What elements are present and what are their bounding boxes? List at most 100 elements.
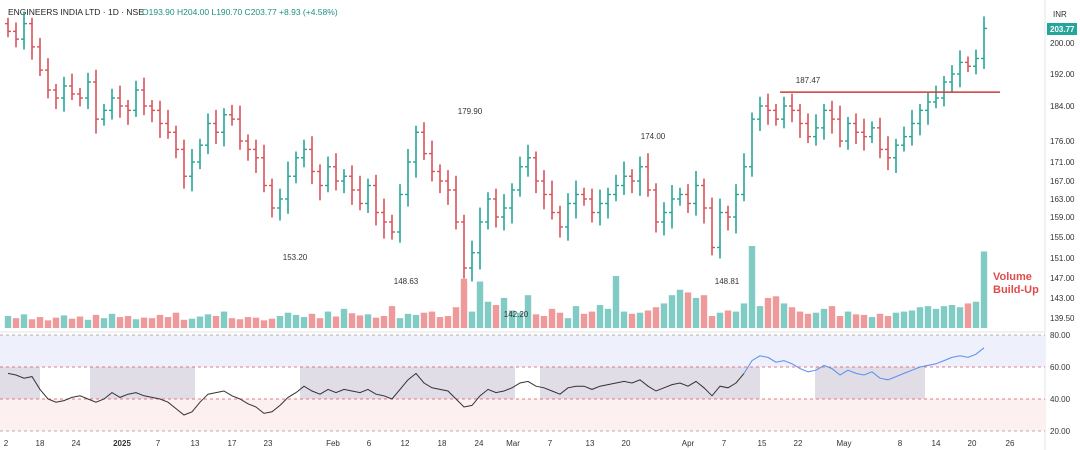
volume-bar xyxy=(508,310,516,328)
ohlc-bar xyxy=(685,184,691,213)
volume-bar xyxy=(844,311,852,328)
ohlc-bar xyxy=(389,214,395,240)
time-tick-label: 24 xyxy=(72,439,81,448)
ohlc-bar xyxy=(117,85,123,118)
volume-bar xyxy=(324,311,332,328)
time-tick-label: 18 xyxy=(438,439,447,448)
time-tick-label: 7 xyxy=(156,439,161,448)
volume-bar xyxy=(412,314,420,328)
price-annotations: 153.20 148.63 179.90 142.20 174.00 148.81 187.… xyxy=(283,76,821,319)
ohlc-bar xyxy=(429,140,435,182)
ohlc-bar xyxy=(733,184,739,234)
volume-bar xyxy=(532,314,540,328)
volume-bar xyxy=(348,313,356,328)
ohlc-bar xyxy=(877,117,883,159)
volume-bar xyxy=(20,314,28,328)
volume-bar xyxy=(748,246,756,328)
ohlc-bar xyxy=(781,96,787,129)
ohlc-bar xyxy=(69,73,75,100)
volume-bar xyxy=(260,320,268,328)
ohlc-bar xyxy=(437,164,443,194)
rsi-tick-label: 40.00 xyxy=(1050,395,1071,404)
volume-bar xyxy=(756,306,764,328)
volume-bar xyxy=(284,312,292,328)
ohlc-bar xyxy=(941,76,947,107)
last-price-text: 203.77 xyxy=(1050,25,1075,34)
ohlc-bar xyxy=(381,198,387,239)
ohlc-bar xyxy=(645,153,651,197)
volume-bar xyxy=(380,315,388,328)
volume-bar xyxy=(788,307,796,328)
volume-bar xyxy=(276,315,284,328)
ohlc-bar xyxy=(485,192,491,230)
ohlc-bar xyxy=(365,178,371,213)
volume-bar xyxy=(60,315,68,328)
time-tick-label: 24 xyxy=(475,439,484,448)
volume-bar xyxy=(804,313,812,328)
volume-bar xyxy=(268,318,276,328)
volume-bar xyxy=(28,319,36,328)
time-tick-label: 13 xyxy=(191,439,200,448)
ohlc-bar xyxy=(29,17,35,60)
time-tick-label: 6 xyxy=(367,439,372,448)
volume-bar xyxy=(868,317,876,328)
volume-bar xyxy=(580,313,588,328)
rsi-levels xyxy=(0,334,1045,432)
time-tick-label: 2 xyxy=(4,439,9,448)
volume-bar xyxy=(860,314,868,328)
volume-bar xyxy=(932,308,940,328)
volume-bar xyxy=(316,318,324,328)
ohlc-bar xyxy=(789,93,795,123)
rsi-zone-shade xyxy=(300,367,515,399)
ohlc-bar xyxy=(189,148,195,192)
ohlc-bar xyxy=(749,112,755,177)
volume-bar xyxy=(604,308,612,328)
ohlc-bar xyxy=(197,138,203,170)
volume-bar xyxy=(124,315,132,328)
volume-bar xyxy=(244,317,252,328)
volume-bar xyxy=(204,314,212,328)
volume-bar xyxy=(692,297,700,328)
volume-bar xyxy=(556,312,564,328)
ohlc-bar xyxy=(477,207,483,270)
price-annotation: 179.90 xyxy=(458,107,483,116)
ohlc-bar xyxy=(53,84,59,110)
price-annotation: 142.20 xyxy=(504,310,529,319)
ohlc-bar xyxy=(245,134,251,161)
ohlc-bar xyxy=(597,189,603,226)
ohlc-bar xyxy=(413,125,419,178)
volume-bar xyxy=(812,312,820,328)
price-tick-label: 159.00 xyxy=(1050,213,1075,222)
ohlc-bar xyxy=(301,139,307,168)
volume-bar xyxy=(516,312,524,328)
ohlc-bar xyxy=(773,104,779,126)
ohlc-bar xyxy=(285,161,291,214)
volume-bar xyxy=(468,311,476,328)
volume-bar xyxy=(452,307,460,328)
ohlc-bar xyxy=(165,109,171,139)
ohlc-bar xyxy=(309,136,315,185)
ohlc-bar xyxy=(925,92,931,125)
ohlc-bar xyxy=(965,56,971,73)
volume-bar xyxy=(220,311,228,328)
ohlc-bar xyxy=(157,100,163,138)
ohlc-bar xyxy=(573,180,579,219)
time-tick-label: 14 xyxy=(932,439,941,448)
volume-bar xyxy=(564,318,572,328)
time-axis: 2 18 24 2025 7 13 17 23 Feb 6 12 18 24 Mar 7 13 20 Apr 7 15… xyxy=(4,439,1015,448)
time-tick-label: 8 xyxy=(898,439,903,448)
ohlc-bar xyxy=(373,174,379,226)
ohlc-bar xyxy=(325,156,331,193)
ohlc-bar xyxy=(125,100,131,125)
volume-bar xyxy=(972,301,980,328)
ohlc-bar xyxy=(821,104,827,140)
ohlc-bar xyxy=(13,22,19,48)
ohlc-bar xyxy=(445,170,451,205)
ohlc-bar xyxy=(853,113,859,144)
volume-bar xyxy=(436,317,444,328)
volume-bar xyxy=(420,312,428,328)
volume-bar xyxy=(572,306,580,328)
volume-bar xyxy=(836,315,844,328)
volume-bar xyxy=(828,306,836,328)
volume-bar xyxy=(292,314,300,328)
